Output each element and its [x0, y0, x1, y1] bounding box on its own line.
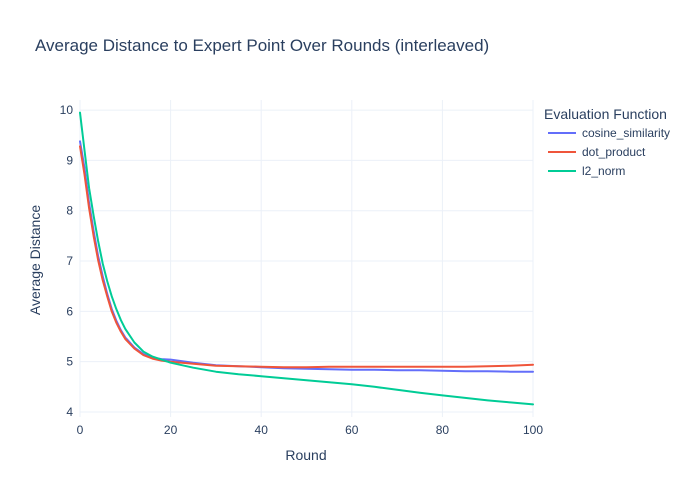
- y-tick-label: 9: [66, 153, 73, 167]
- y-axis-ticks: 4 5 6 7 8 9 10: [60, 103, 74, 419]
- series-lines: [79, 111, 534, 406]
- legend-label: l2_norm: [582, 164, 625, 178]
- y-tick-label: 8: [66, 204, 73, 218]
- series-line-dot-product: [79, 145, 534, 369]
- y-tick-label: 7: [66, 254, 73, 268]
- legend-label: dot_product: [582, 145, 646, 159]
- y-tick-label: 10: [60, 103, 74, 117]
- x-tick-label: 100: [523, 423, 543, 437]
- x-tick-label: 40: [255, 423, 269, 437]
- series-line-l2-norm: [79, 111, 534, 406]
- x-tick-label: 0: [77, 423, 84, 437]
- y-tick-label: 6: [66, 304, 73, 318]
- y-tick-label: 5: [66, 355, 73, 369]
- legend-item-dot-product[interactable]: dot_product: [548, 145, 646, 159]
- legend-title: Evaluation Function: [544, 106, 667, 122]
- x-tick-label: 80: [436, 423, 450, 437]
- legend-items: cosine_similarity dot_product l2_norm: [548, 126, 670, 178]
- x-tick-label: 20: [164, 423, 178, 437]
- legend-item-cosine-similarity[interactable]: cosine_similarity: [548, 126, 670, 140]
- grid: [79, 100, 534, 417]
- chart-title: Average Distance to Expert Point Over Ro…: [35, 36, 489, 55]
- legend: Evaluation Function cosine_similaritydot…: [544, 106, 670, 178]
- y-axis-title: Average Distance: [27, 205, 43, 315]
- y-tick-label: 4: [66, 405, 73, 419]
- x-axis-title: Round: [285, 447, 326, 463]
- legend-label: cosine_similarity: [582, 126, 670, 140]
- legend-item-l2-norm[interactable]: l2_norm: [548, 164, 625, 178]
- x-axis-ticks: 0 20 40 60 80 100: [77, 423, 544, 437]
- x-tick-label: 60: [345, 423, 359, 437]
